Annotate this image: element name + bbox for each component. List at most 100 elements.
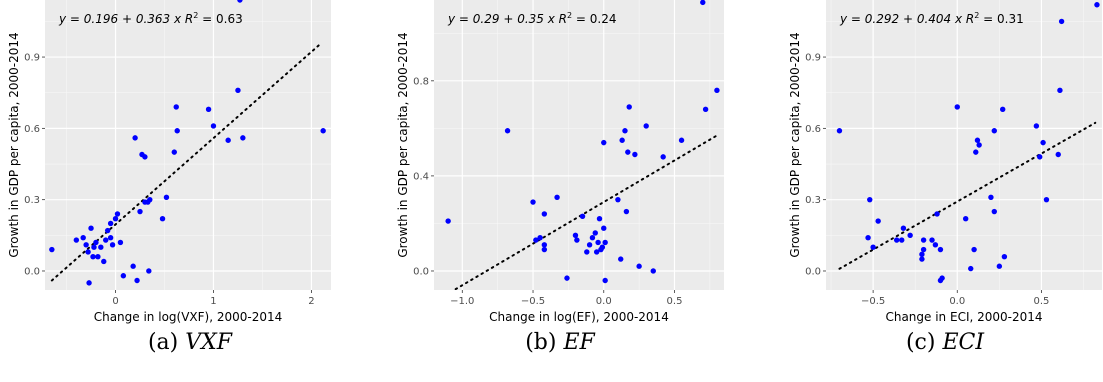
plot-background bbox=[826, 0, 1102, 290]
data-point bbox=[137, 208, 143, 215]
data-point bbox=[1057, 87, 1063, 94]
data-point bbox=[615, 196, 621, 203]
x-tick-label: −0.5 bbox=[861, 296, 885, 307]
data-point bbox=[533, 237, 539, 243]
data-point bbox=[660, 154, 666, 160]
y-axis-title: Growth in GDP per capita, 2000-2014 bbox=[788, 32, 802, 257]
data-point bbox=[320, 128, 326, 134]
data-point bbox=[225, 137, 231, 143]
data-point bbox=[602, 277, 608, 284]
y-axis-title: Growth in GDP per capita, 2000-2014 bbox=[396, 32, 410, 257]
data-point bbox=[73, 237, 80, 243]
x-tick-label: −1.0 bbox=[450, 296, 474, 307]
x-tick-label: −0.5 bbox=[521, 296, 545, 307]
data-point bbox=[643, 123, 649, 129]
regression-line bbox=[838, 121, 1097, 270]
data-point bbox=[1055, 151, 1061, 158]
data-point bbox=[700, 0, 706, 6]
data-point bbox=[867, 196, 873, 203]
scatter-chart: −0.5 0.0 0.5 0.0 0.3 0.6 0.9 Change in ECI, 200… bbox=[788, 0, 1102, 324]
data-point bbox=[589, 235, 596, 241]
data-point bbox=[88, 225, 94, 231]
data-point bbox=[939, 275, 945, 281]
plot-background bbox=[434, 0, 724, 290]
y-tick-label: 0.0 bbox=[413, 266, 429, 277]
data-point bbox=[93, 239, 99, 246]
y-tick-label: 0.9 bbox=[805, 53, 821, 64]
data-point bbox=[541, 211, 548, 217]
data-point bbox=[618, 256, 624, 262]
data-point bbox=[601, 225, 607, 231]
data-point bbox=[1040, 139, 1046, 146]
caption-letter: (c) bbox=[905, 330, 936, 355]
data-point bbox=[593, 249, 600, 255]
data-point bbox=[572, 232, 579, 239]
scatter-chart: −1.0 −0.5 0.0 0.5 0.0 0.4 0.8 Change in log(EF)… bbox=[396, 0, 724, 324]
data-point bbox=[632, 151, 638, 158]
data-point bbox=[968, 265, 974, 272]
data-point bbox=[237, 0, 243, 3]
caption-letter: (a) bbox=[147, 330, 179, 355]
data-point bbox=[86, 280, 92, 286]
data-point bbox=[836, 128, 843, 134]
data-point bbox=[445, 218, 451, 224]
data-point bbox=[130, 263, 136, 269]
x-axis-title: Change in log(VXF), 2000-2014 bbox=[94, 310, 283, 324]
data-point bbox=[932, 242, 939, 248]
x-tick-label: 0.0 bbox=[949, 296, 965, 307]
data-point bbox=[205, 106, 212, 113]
data-point bbox=[159, 215, 166, 222]
data-point bbox=[962, 215, 969, 222]
data-point bbox=[107, 235, 114, 241]
y-tick-label: 0.9 bbox=[24, 53, 40, 64]
panel-ef: −1.0 −0.5 0.0 0.5 0.0 0.4 0.8 Change in log(EF)… bbox=[386, 0, 726, 330]
plot-background bbox=[45, 0, 331, 290]
data-point bbox=[592, 230, 598, 236]
x-axis-title: Change in ECI, 2000-2014 bbox=[885, 310, 1042, 324]
data-point bbox=[174, 128, 180, 134]
data-point bbox=[929, 237, 935, 243]
data-point bbox=[103, 237, 109, 243]
data-point bbox=[996, 263, 1003, 269]
data-point bbox=[49, 246, 55, 253]
y-tick-label: 0.0 bbox=[805, 266, 821, 277]
data-point bbox=[240, 135, 246, 141]
data-point bbox=[146, 268, 152, 274]
data-point bbox=[976, 142, 982, 148]
data-point bbox=[920, 246, 927, 253]
data-point bbox=[919, 251, 925, 258]
y-tick-label: 0.4 bbox=[413, 171, 429, 182]
data-point bbox=[147, 196, 153, 203]
data-point bbox=[104, 227, 111, 234]
data-point bbox=[1037, 154, 1043, 160]
panel-eci: −0.5 0.0 0.5 0.0 0.3 0.6 0.9 Change in ECI, 200… bbox=[762, 0, 1102, 330]
data-point bbox=[210, 123, 217, 129]
data-point bbox=[132, 135, 138, 141]
caption-c: (c) ECI bbox=[860, 330, 1030, 370]
data-point bbox=[112, 215, 119, 222]
data-point bbox=[934, 211, 940, 217]
regression-equation: y = 0.292 + 0.404 x R2 = 0.31 bbox=[839, 11, 1024, 26]
data-point bbox=[584, 249, 590, 255]
caption-letter: (b) bbox=[525, 330, 557, 355]
data-point bbox=[107, 220, 114, 227]
x-axis-title: Change in log(EF), 2000-2014 bbox=[489, 310, 669, 324]
data-point bbox=[91, 244, 97, 250]
caption-name: VXF bbox=[185, 330, 233, 355]
data-point bbox=[1058, 18, 1065, 25]
data-point bbox=[991, 208, 997, 215]
data-point bbox=[142, 154, 148, 160]
data-point bbox=[596, 215, 603, 222]
data-point bbox=[870, 244, 876, 250]
data-layer bbox=[445, 0, 720, 290]
data-point bbox=[579, 213, 586, 220]
data-point bbox=[678, 137, 685, 143]
data-point bbox=[599, 244, 606, 250]
data-point bbox=[622, 128, 628, 134]
data-point bbox=[95, 254, 101, 260]
data-point bbox=[504, 128, 511, 134]
data-point bbox=[893, 237, 900, 243]
data-point bbox=[636, 263, 642, 269]
data-point bbox=[541, 242, 548, 248]
data-point bbox=[554, 194, 560, 200]
